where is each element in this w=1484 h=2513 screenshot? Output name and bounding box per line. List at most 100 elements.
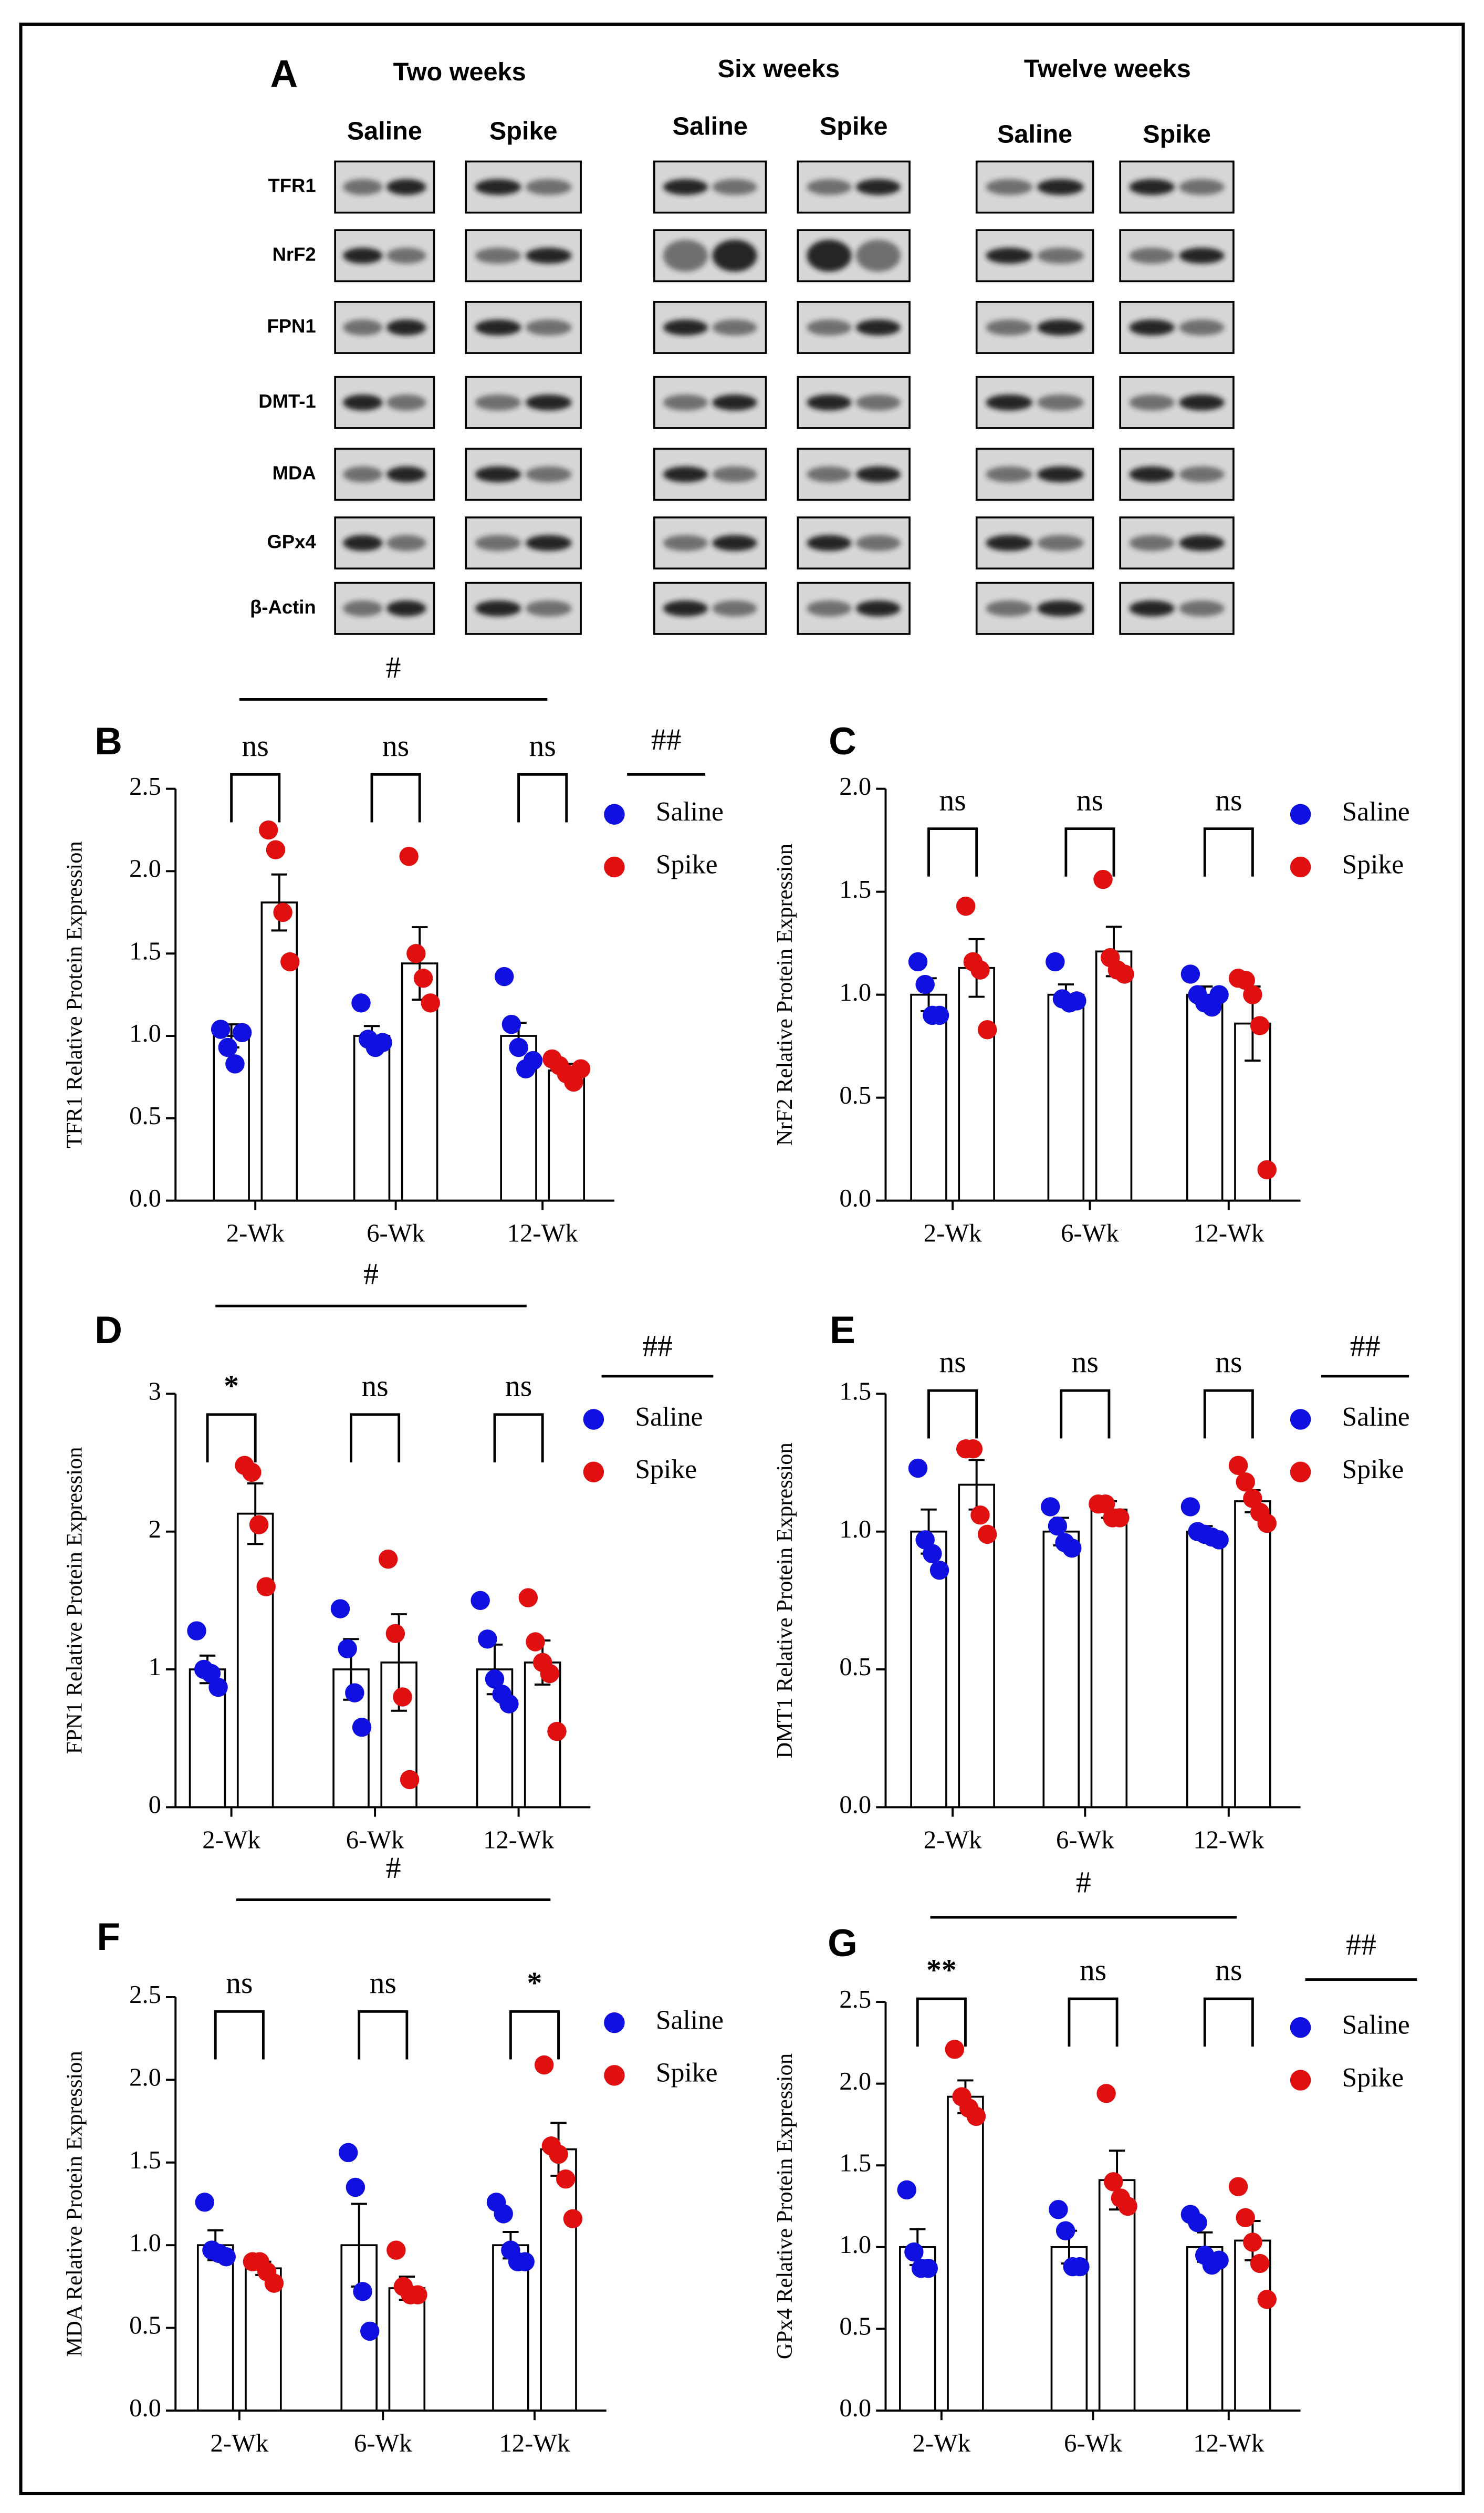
blot-band (475, 247, 521, 264)
data-point (970, 1505, 990, 1525)
group-label: Saline (997, 120, 1072, 149)
significance-bracket (1203, 1389, 1254, 1439)
y-tick-label: 2.5 (839, 1985, 871, 2013)
y-axis-title: MDA Relative Protein Expression (62, 2051, 87, 2356)
y-tick-label: 2.0 (129, 855, 161, 883)
blot-band (807, 240, 852, 272)
bar (1186, 1530, 1224, 1809)
significance-label: ns (1080, 1954, 1106, 1987)
data-point (351, 993, 371, 1013)
data-point (1236, 2208, 1255, 2228)
blot-band (807, 394, 852, 411)
bar (1047, 993, 1085, 1202)
blot-band (712, 394, 757, 411)
blot-band (1129, 535, 1175, 551)
legend-marker (604, 2065, 625, 2086)
blot-band (343, 535, 383, 551)
x-tick-label: 2-Wk (202, 1825, 260, 1854)
data-point (280, 952, 300, 972)
data-point (1180, 1497, 1200, 1517)
data-point (225, 1054, 245, 1074)
blot-band (386, 179, 426, 195)
blot-band (343, 394, 383, 411)
y-tick-label: 0.5 (839, 1081, 871, 1109)
y-tick-label: 1.5 (839, 1377, 871, 1405)
data-point (509, 1037, 528, 1057)
blot-band (1179, 466, 1225, 483)
y-tick-label: 2.0 (839, 2067, 871, 2095)
blot-band (343, 247, 383, 264)
data-point (338, 2143, 358, 2163)
protein-label: NrF2 (273, 243, 316, 265)
data-point (232, 1023, 252, 1043)
panel-letter: A (270, 53, 298, 96)
data-point (563, 2209, 583, 2229)
bar (236, 1512, 274, 1809)
data-point (918, 2259, 938, 2278)
group-label: Saline (347, 117, 422, 146)
data-point (571, 1059, 591, 1079)
significance-bracket (927, 827, 978, 877)
data-point (400, 1770, 420, 1790)
blot-band (1129, 179, 1175, 195)
y-tick-label: 0.5 (129, 1102, 161, 1130)
x-tick-label: 2-Wk (924, 1825, 982, 1854)
x-tick-label: 2-Wk (210, 2429, 268, 2457)
blot-band (663, 179, 708, 195)
significance-label: ns (361, 1369, 388, 1403)
panel-letter: B (95, 720, 122, 763)
data-point (373, 1033, 392, 1052)
x-tick-label: 12-Wk (1193, 2429, 1264, 2457)
data-point (273, 902, 292, 922)
blot-band (663, 466, 708, 483)
bar (1234, 1500, 1271, 1809)
legend-marker (604, 2012, 625, 2033)
blot-band (855, 179, 901, 195)
y-tick-label: 0.5 (839, 2312, 871, 2341)
data-point (1096, 2084, 1116, 2103)
y-tick-label: 0.0 (839, 2394, 871, 2422)
y-tick-label: 1.0 (129, 1019, 161, 1047)
blot-band (526, 319, 572, 336)
blot-band (343, 319, 383, 336)
blot-band (807, 535, 852, 551)
data-point (1257, 2290, 1277, 2309)
data-point (216, 2247, 236, 2267)
y-tick-label: 2.0 (129, 2063, 161, 2092)
data-point (256, 1577, 276, 1596)
significance-label: * (224, 1369, 239, 1403)
blot-band (1179, 179, 1225, 195)
data-point (249, 1515, 269, 1534)
legend-label: Spike (656, 849, 718, 879)
x-tick-label: 6-Wk (354, 2429, 412, 2457)
x-tick-label: 6-Wk (367, 1219, 425, 1248)
data-point (1067, 991, 1086, 1011)
data-point (518, 1588, 538, 1607)
data-point (1115, 964, 1134, 984)
data-point (1104, 2172, 1123, 2192)
data-point (915, 974, 935, 994)
blot-band (1129, 466, 1175, 483)
blot-band (855, 319, 901, 336)
y-tick-label: 1.5 (839, 875, 871, 904)
blot-band (807, 466, 852, 483)
data-point (929, 1560, 949, 1580)
hash-label: # (1076, 1866, 1091, 1899)
x-tick-label: 12-Wk (483, 1825, 555, 1854)
data-point (534, 2055, 554, 2075)
data-point (1243, 2232, 1262, 2252)
data-point (1236, 970, 1255, 990)
y-tick-label: 0.0 (839, 1791, 871, 1819)
data-point (945, 2040, 965, 2059)
significance-bracket (1203, 1997, 1254, 2047)
significance-bracket (1203, 827, 1254, 877)
data-point (549, 2144, 568, 2164)
data-point (393, 1687, 412, 1707)
y-tick-label: 3 (149, 1377, 161, 1405)
x-tick-label: 2-Wk (924, 1219, 982, 1248)
y-tick-label: 0.5 (129, 2311, 161, 2340)
blot-band (343, 179, 383, 195)
blot-band (807, 600, 852, 617)
blot-band (386, 394, 426, 411)
y-tick-label: 1.0 (129, 2228, 161, 2257)
